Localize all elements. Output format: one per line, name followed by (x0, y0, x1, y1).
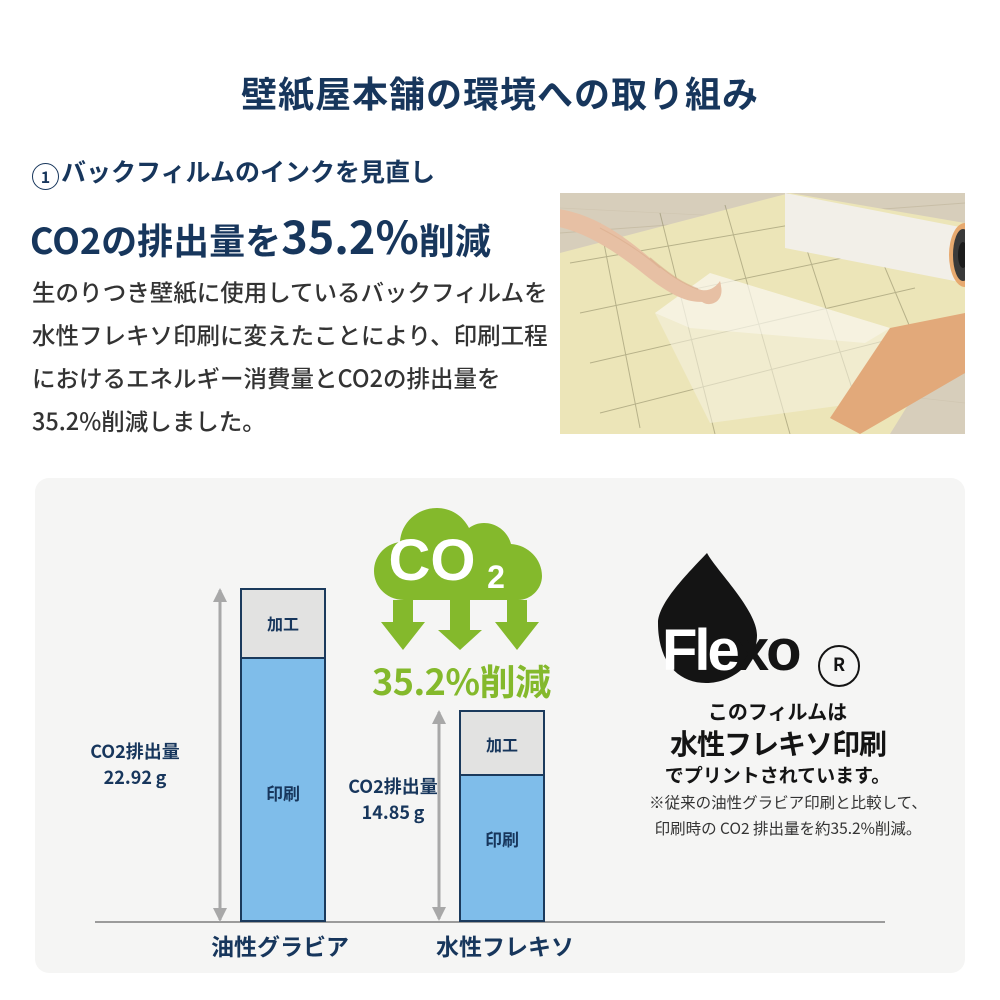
svg-text:CO: CO (389, 528, 476, 593)
svg-text:2: 2 (487, 559, 505, 595)
